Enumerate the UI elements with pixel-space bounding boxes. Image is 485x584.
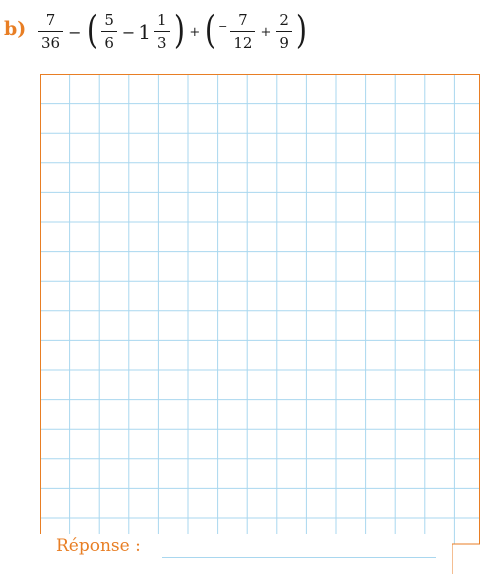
fraction-2-9: 2 9	[276, 13, 292, 51]
negative-sign: −	[218, 19, 228, 33]
mixed-number-whole: 1	[138, 20, 152, 44]
close-parenthesis: )	[295, 8, 307, 52]
open-parenthesis: (	[86, 8, 98, 52]
fraction-bar	[276, 31, 292, 32]
denominator: 36	[41, 34, 61, 52]
open-parenthesis: (	[205, 8, 217, 52]
answer-area: Réponse :	[40, 534, 452, 574]
fraction-bar	[230, 31, 256, 32]
exercise-header: b) 7 36 − ( 5 6 − 1 1 3 ) + ( − 7 12 +	[0, 0, 485, 66]
fraction-7-12: 7 12	[230, 11, 256, 52]
plus-operator: +	[189, 24, 201, 40]
minus-operator: −	[68, 22, 82, 42]
grid-paper[interactable]	[40, 74, 480, 574]
fraction-7-36: 7 36	[38, 11, 64, 52]
grid-lines	[40, 74, 480, 574]
minus-operator: −	[121, 22, 136, 42]
numerator: 5	[104, 11, 114, 29]
plus-operator: +	[260, 24, 272, 40]
denominator: 9	[279, 34, 289, 52]
numerator: 1	[157, 11, 167, 29]
denominator: 6	[104, 34, 114, 52]
fraction-bar	[101, 31, 117, 32]
fraction-5-6: 5 6	[101, 13, 117, 51]
numerator: 2	[279, 11, 289, 29]
fraction-bar	[154, 31, 170, 32]
denominator: 12	[233, 34, 253, 52]
grid-border	[40, 74, 480, 574]
answer-label: Réponse :	[56, 536, 141, 556]
fraction-bar	[38, 31, 64, 32]
math-expression: 7 36 − ( 5 6 − 1 1 3 ) + ( − 7 12 + 2	[36, 4, 309, 60]
denominator: 3	[157, 34, 167, 52]
answer-input-line[interactable]	[162, 557, 436, 558]
exercise-label: b)	[4, 18, 27, 40]
fraction-1-3: 1 3	[154, 13, 170, 51]
numerator: 7	[238, 11, 248, 29]
numerator: 7	[45, 11, 56, 29]
close-parenthesis: )	[173, 8, 185, 52]
